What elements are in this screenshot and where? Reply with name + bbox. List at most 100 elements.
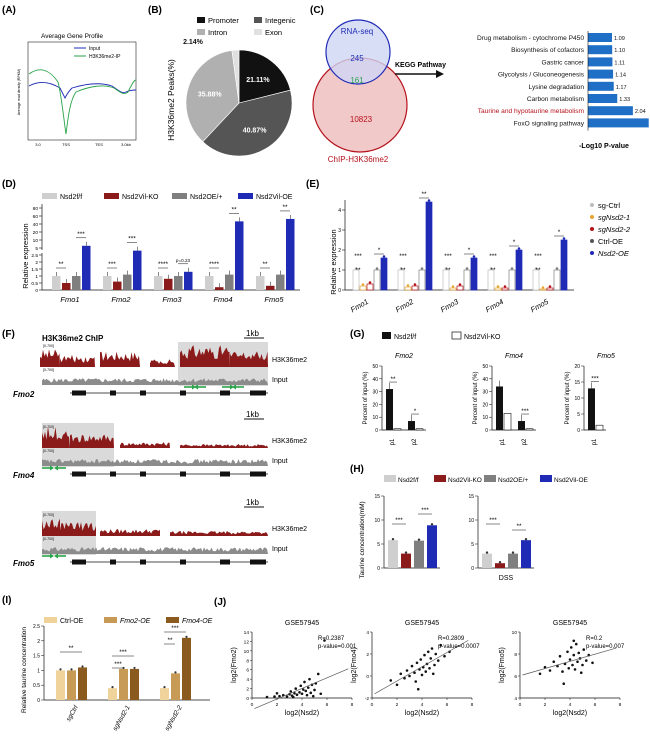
chip-signal-h3k36me2 (180, 345, 230, 367)
scatter-point (395, 683, 399, 687)
x-tick-label: 2 (396, 702, 399, 708)
chip-signal-h3k36me2 (120, 442, 170, 448)
bar-Fmo3-3 (463, 269, 471, 291)
bar-ff-p1 (588, 388, 595, 430)
legend-label: Fmo4-OE (182, 618, 213, 625)
legend-label: sgNsd2-1 (598, 213, 630, 222)
bar-Fmo5-0 (532, 269, 540, 291)
bar-ff-p2 (408, 421, 415, 430)
panel-e-legend: sg-Ctrl sgNsd2-1 sgNsd2-2 Ctrl-OE Nsd2-OE (590, 201, 631, 258)
x-label-Fmo5: Fmo5 (529, 297, 551, 315)
y-tick-label: 50 (482, 364, 488, 370)
panel-j-label: (J) (214, 597, 226, 608)
y-tick-label: 5 (577, 412, 580, 418)
bar-Fmo4-1 (215, 287, 224, 290)
y-tick-label: 2 (35, 260, 38, 266)
primer-arrowhead (232, 384, 236, 390)
bar-Fmo1-0 (52, 276, 61, 290)
panel-a-title: Average Gene Profile (41, 33, 103, 40)
gene-title-Fmo5: Fmo5 (597, 353, 615, 360)
y-tick-label: 0 (485, 428, 488, 434)
scatter-point (316, 672, 320, 676)
bar-Fmo3-0 (154, 276, 163, 290)
data-dot (534, 267, 538, 270)
sig-stars: ** (58, 261, 64, 268)
data-dot (465, 267, 469, 270)
y-tick-label: 10 (574, 396, 580, 402)
x-label-Fmo3: Fmo3 (162, 295, 182, 304)
y-tick-label: 30 (372, 390, 378, 396)
scatter-point (579, 671, 583, 674)
legend-label: Nsd2Vil-KO (448, 477, 482, 484)
y-tick-label: 1.5 (33, 654, 40, 660)
chip-signal-h3k36me2 (60, 355, 95, 367)
legend-promoter: Promoter (208, 16, 239, 25)
scatter-point (568, 658, 572, 661)
axis-break (38, 250, 46, 253)
pie-label-integenic: 40.87% (243, 128, 268, 135)
legend-swatch-intron (197, 29, 205, 35)
legend-swatch-2 (590, 227, 594, 231)
scatter-point (275, 691, 279, 695)
scatter-point (289, 690, 293, 693)
sig-stars: ** (231, 206, 237, 213)
sig-stars: *** (534, 253, 542, 260)
bar-Fmo2-2 (123, 274, 132, 290)
scatter-point (433, 663, 436, 667)
bar-Fmo2-4 (425, 201, 433, 291)
pie-slice-promoter (238, 49, 291, 104)
bar-sgNsd2-2-2 (182, 637, 191, 700)
scatter-point (413, 671, 416, 674)
y-tick-label: 0 (338, 288, 341, 294)
data-dot (361, 283, 365, 286)
scatter-point (428, 667, 431, 670)
scatter-point (323, 639, 326, 642)
data-dot (111, 686, 114, 689)
scatter-point (434, 652, 438, 656)
x-tick-label: 2 (544, 702, 547, 708)
scatter-point (308, 677, 311, 681)
scatter-point (311, 694, 315, 698)
panel-e: (E) Relative expression 01234Fmo1******F… (306, 179, 631, 314)
y-tick-label: 1 (35, 274, 38, 280)
stat-p: p-value=0.001 (318, 644, 357, 650)
y-tick-label: 8 (246, 658, 249, 664)
sig-stars: **** (209, 261, 220, 268)
panel-b: (B) H3K36me2 Peaks(%) Promoter Integenic… (148, 5, 296, 157)
bar-Fmo5-4 (560, 239, 568, 291)
kegg-term-label: Glycolysis / Gluconeogenesis (498, 72, 585, 79)
data-dot (413, 283, 417, 286)
panel-d-label: (D) (2, 179, 16, 190)
sig-stars: *** (171, 625, 179, 632)
legend-swatch-1 (590, 215, 594, 219)
scatter-point (558, 654, 562, 658)
chip-signal-h3k36me2 (150, 359, 175, 367)
y-tick-label: 40 (33, 222, 39, 228)
x-label-Fmo1: Fmo1 (60, 295, 79, 304)
y-axis-label: Percent of input (%) (363, 371, 369, 424)
scatter-ylabel: log2(Fmo5) (499, 647, 506, 683)
gene-exon (220, 471, 230, 477)
legend-label: Nsd2Vil-KO (464, 334, 501, 341)
x-tick-label: 8 (619, 702, 622, 708)
bar-sgNsd2-1-0 (108, 688, 117, 700)
bar-sgCtrl-1 (67, 670, 76, 700)
pie-slice-intron (185, 50, 240, 143)
scatter-point (431, 672, 435, 676)
y-tick-label: -2 (365, 696, 370, 702)
sig-stars: ** (282, 204, 288, 211)
y-axis-label: Relative taurine concentration (21, 627, 28, 713)
data-dot (354, 267, 358, 270)
x-tick-label: 4 (569, 702, 572, 708)
sig-stars: ** (390, 376, 396, 383)
data-dot (555, 267, 559, 270)
gene-exon (110, 390, 116, 396)
kegg-term-label: FoxO signaling pathway (514, 120, 585, 127)
data-dot (133, 666, 136, 670)
panel-a: (A) Average Gene Profile Average read de… (2, 5, 137, 147)
y-axis-label: Percent of input (%) (565, 371, 571, 424)
panel-a-xtick-2: TES (95, 142, 103, 147)
sig-stars: ** (535, 267, 541, 274)
legend-label: sg-Ctrl (598, 201, 620, 210)
y-tick-label: 0 (375, 428, 378, 434)
